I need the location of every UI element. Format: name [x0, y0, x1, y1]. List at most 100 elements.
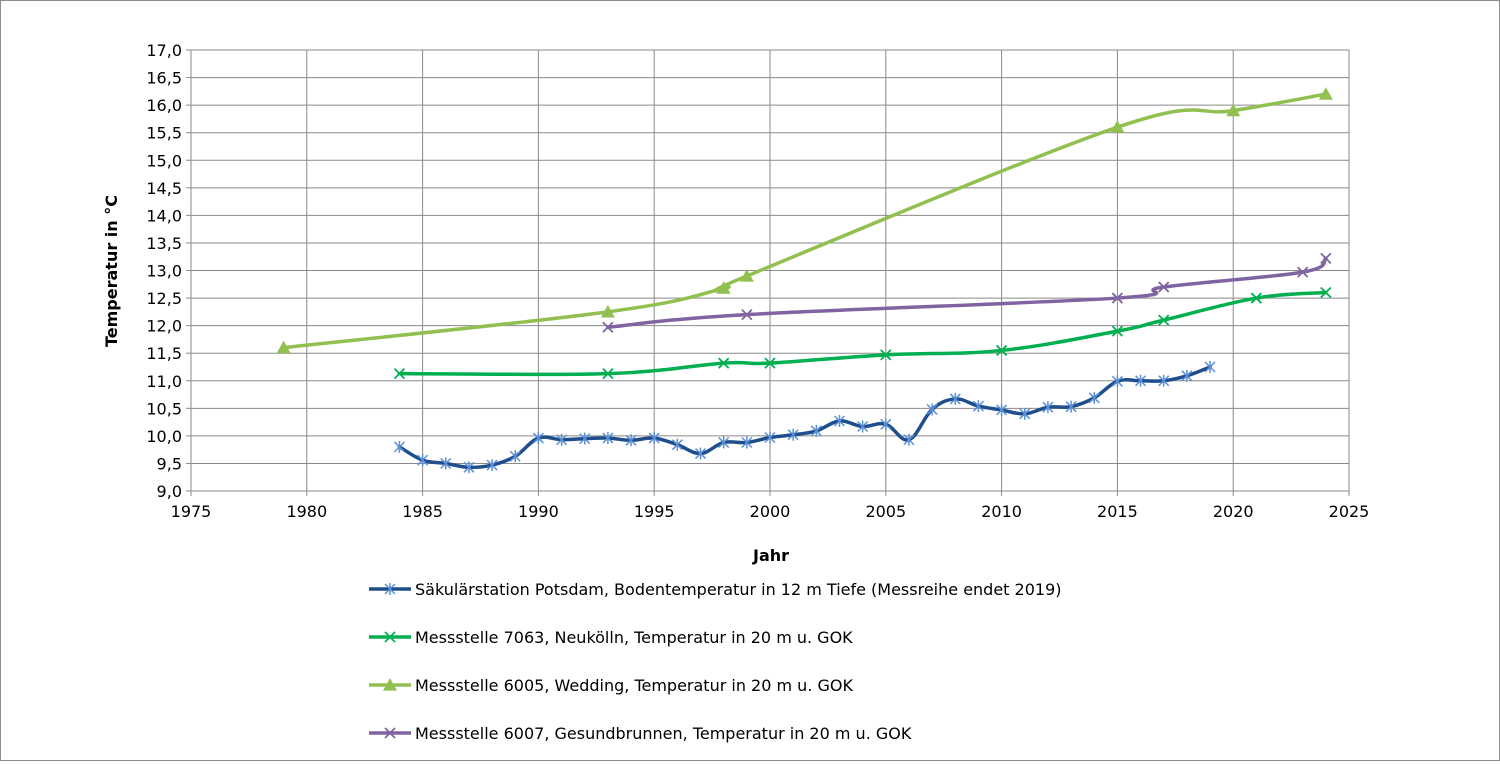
data-point — [1042, 401, 1054, 414]
data-point — [1318, 87, 1333, 100]
x-tick-label: 1985 — [402, 502, 443, 521]
data-point — [787, 428, 799, 441]
legend-marker — [383, 678, 397, 691]
x-tick-label: 2025 — [1329, 502, 1370, 521]
legend-entry: Messstelle 7063, Neukölln, Temperatur in… — [369, 628, 853, 647]
data-point — [600, 304, 615, 318]
legend-marker — [384, 583, 396, 595]
data-point — [1226, 103, 1241, 117]
data-point — [926, 403, 938, 416]
y-tick-label: 16,0 — [146, 96, 182, 115]
data-point — [995, 344, 1008, 357]
data-point — [880, 418, 892, 431]
legend-entry: Messstelle 6007, Gesundbrunnen, Temperat… — [369, 724, 912, 743]
series-line — [397, 365, 1212, 470]
data-point — [739, 269, 754, 282]
x-tick-label: 2000 — [750, 502, 791, 521]
data-point — [440, 457, 452, 470]
data-point — [1110, 120, 1125, 133]
x-tick-label: 1975 — [171, 502, 212, 521]
data-point — [625, 434, 637, 447]
y-tick-label: 15,5 — [146, 124, 182, 143]
data-point — [556, 433, 568, 446]
y-tick-label: 13,0 — [146, 262, 182, 281]
legend-entry: Messstelle 6005, Wedding, Temperatur in … — [369, 676, 853, 695]
grid-lines — [190, 49, 1350, 492]
data-point — [694, 447, 707, 460]
data-point — [1204, 360, 1216, 373]
legend-label: Messstelle 6005, Wedding, Temperatur in … — [415, 676, 853, 695]
data-point — [764, 357, 776, 369]
data-point — [810, 424, 822, 437]
x-tick-label: 2005 — [865, 502, 906, 521]
data-point — [741, 436, 753, 449]
series-line — [606, 256, 1328, 330]
data-point — [417, 454, 429, 467]
data-point — [1111, 292, 1124, 304]
data-point — [1158, 314, 1170, 326]
data-point — [1111, 325, 1124, 337]
y-tick-label: 15,0 — [146, 151, 182, 170]
y-tick-label: 9,5 — [157, 454, 182, 473]
x-tick-label: 1990 — [518, 502, 559, 521]
legend-label: Messstelle 7063, Neukölln, Temperatur in… — [415, 628, 853, 647]
legend-label: Säkulärstation Potsdam, Bodentemperatur … — [415, 580, 1062, 599]
y-axis-label: Temperatur in °C — [102, 195, 121, 347]
data-point — [1065, 400, 1077, 413]
data-point — [532, 432, 544, 445]
y-tick-label: 12,5 — [146, 289, 182, 308]
x-axis-label: Jahr — [752, 546, 789, 565]
data-point — [1019, 407, 1031, 420]
data-point — [1320, 252, 1332, 265]
y-tick-label: 13,5 — [146, 234, 182, 253]
data-point — [393, 367, 406, 380]
data-point — [1181, 369, 1193, 382]
y-tick-label: 17,0 — [146, 41, 182, 60]
y-tick-label: 9,0 — [157, 482, 182, 501]
data-point — [276, 340, 291, 354]
data-point — [1297, 266, 1309, 278]
legend-marker — [384, 727, 396, 739]
series-line — [281, 92, 1328, 350]
data-point — [602, 367, 614, 380]
data-point — [764, 431, 776, 444]
data-point — [1320, 286, 1332, 299]
y-tick-label: 14,5 — [146, 179, 182, 198]
x-tick-label: 1980 — [286, 502, 327, 521]
data-point — [579, 432, 591, 445]
legend-entry: Säkulärstation Potsdam, Bodentemperatur … — [369, 580, 1062, 599]
y-tick-label: 11,0 — [146, 372, 182, 391]
data-point — [509, 450, 521, 463]
legend-marker — [384, 631, 396, 643]
y-tick-label: 11,5 — [146, 344, 182, 363]
data-point — [1135, 374, 1147, 387]
data-point — [648, 432, 660, 445]
data-point — [602, 432, 614, 445]
x-tick-label: 2020 — [1213, 502, 1254, 521]
data-point — [880, 349, 892, 361]
data-point — [741, 308, 753, 321]
data-point — [393, 440, 405, 453]
data-point — [949, 392, 961, 405]
data-point — [718, 436, 730, 449]
y-tick-label: 12,0 — [146, 317, 182, 336]
series-4 — [602, 252, 1332, 333]
data-point — [833, 414, 846, 427]
series-3 — [276, 87, 1333, 354]
x-tick-label: 2010 — [981, 502, 1022, 521]
series-2 — [393, 286, 1332, 380]
data-point — [486, 459, 498, 472]
y-tick-label: 10,0 — [146, 427, 182, 446]
data-point — [972, 400, 984, 413]
axes: 1975 1980 1985 1990 1995 2000 2005 2010 2015 2020… — [146, 41, 1369, 521]
y-tick-label: 16,5 — [146, 69, 182, 88]
legend-label: Messstelle 6007, Gesundbrunnen, Temperat… — [415, 724, 912, 743]
series-line — [397, 290, 1328, 377]
data-point — [671, 438, 683, 451]
data-point — [1158, 374, 1170, 387]
data-point — [716, 281, 731, 294]
x-tick-label: 1995 — [634, 502, 675, 521]
data-point — [718, 357, 730, 369]
series-1 — [393, 360, 1216, 474]
